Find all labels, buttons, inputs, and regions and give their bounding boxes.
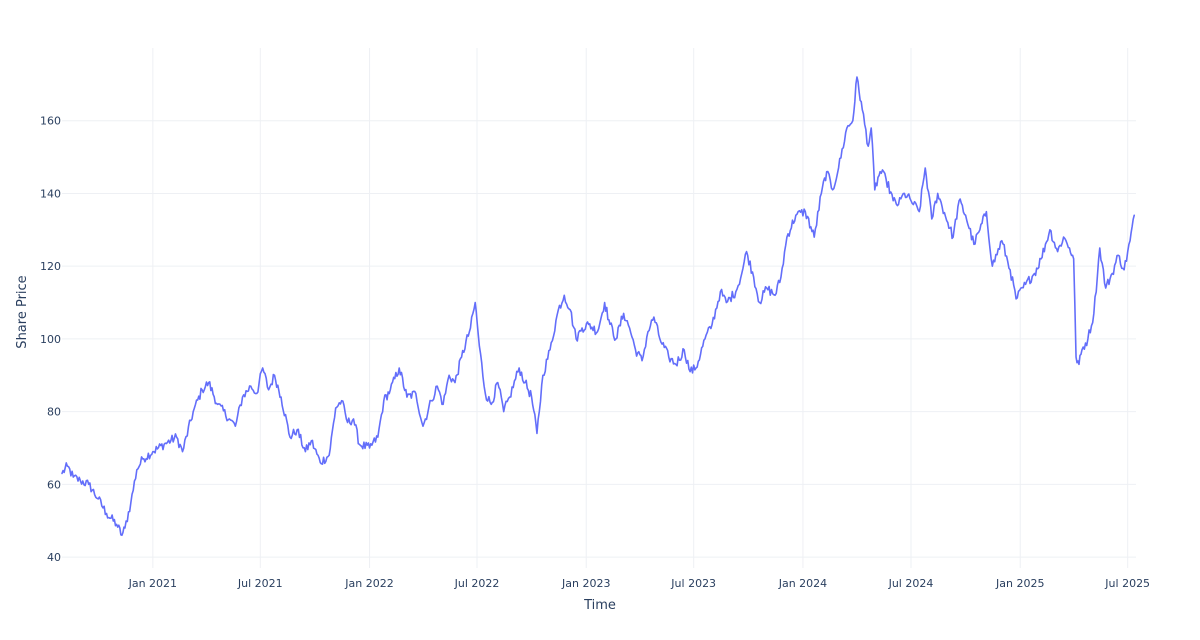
y-tick-label: 40 xyxy=(47,551,61,564)
series-layer xyxy=(61,76,1136,537)
x-tick-label: Jul 2022 xyxy=(454,577,500,590)
y-tick-label: 120 xyxy=(40,260,61,273)
y-tick-label: 140 xyxy=(40,187,61,200)
x-tick-label: Jan 2024 xyxy=(778,577,827,590)
x-tick-label: Jan 2025 xyxy=(995,577,1044,590)
y-tick-label: 80 xyxy=(47,406,61,419)
y-axis-tick-labels: 40 60 80 100 120 140 160 xyxy=(40,115,61,564)
x-tick-label: Jul 2021 xyxy=(237,577,283,590)
x-tick-label: Jul 2024 xyxy=(888,577,934,590)
horizontal-gridlines xyxy=(62,120,1136,558)
share-price-line xyxy=(61,76,1136,537)
x-tick-label: Jan 2022 xyxy=(344,577,393,590)
vertical-gridlines xyxy=(152,48,1129,568)
x-tick-label: Jan 2023 xyxy=(561,577,610,590)
x-axis-tick-labels: Jan 2021 Jul 2021 Jan 2022 Jul 2022 Jan 2023… xyxy=(128,577,1150,590)
y-tick-label: 100 xyxy=(40,333,61,346)
y-tick-label: 60 xyxy=(47,478,61,491)
x-axis-title: Time xyxy=(583,598,616,613)
y-tick-label: 160 xyxy=(40,115,61,128)
x-tick-label: Jul 2023 xyxy=(670,577,716,590)
x-tick-label: Jan 2021 xyxy=(128,577,177,590)
y-axis-title: Share Price xyxy=(15,275,30,348)
x-tick-label: Jul 2025 xyxy=(1104,577,1150,590)
